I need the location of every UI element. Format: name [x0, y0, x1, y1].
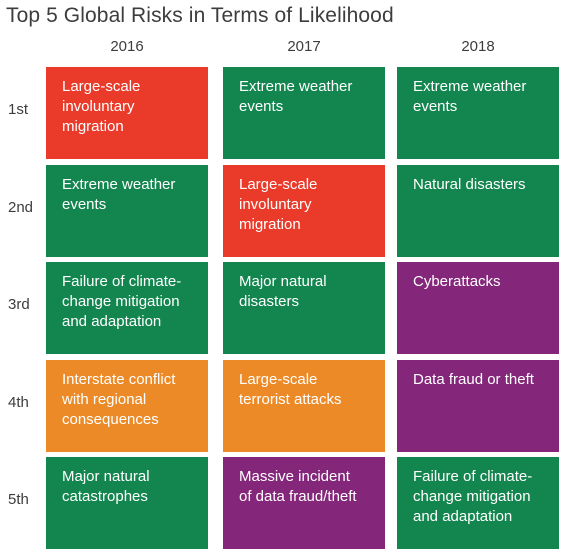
risk-cell-2nd-2017: Large-scale involuntary migration: [223, 165, 385, 257]
row-label-1st: 1st: [8, 101, 29, 118]
risk-cell-5th-2016: Major natural catastrophes: [46, 457, 208, 549]
risk-cell-1st-2018: Extreme weather events: [397, 67, 559, 159]
risk-cell-3rd-2016: Failure of climate- change mitigation an…: [46, 262, 208, 354]
risk-cell-3rd-2018: Cyberattacks: [397, 262, 559, 354]
column-header-2016: 2016: [110, 38, 144, 55]
row-label-2nd: 2nd: [8, 199, 34, 216]
risk-cell-5th-2018: Failure of climate- change mitigation an…: [397, 457, 559, 549]
risk-cell-1st-2017: Extreme weather events: [223, 67, 385, 159]
risk-cell-4th-2018: Data fraud or theft: [397, 360, 559, 452]
risk-cell-4th-2017: Large-scale terrorist attacks: [223, 360, 385, 452]
row-label-3rd: 3rd: [8, 296, 30, 313]
risk-cell-4th-2016: Interstate conflict with regional conseq…: [46, 360, 208, 452]
risk-cell-1st-2016: Large-scale involuntary migration: [46, 67, 208, 159]
risk-cell-2nd-2016: Extreme weather events: [46, 165, 208, 257]
row-label-4th: 4th: [8, 394, 29, 411]
row-label-5th: 5th: [8, 491, 29, 508]
risk-cell-5th-2017: Massive incident of data fraud/theft: [223, 457, 385, 549]
column-header-2018: 2018: [461, 38, 495, 55]
column-header-2017: 2017: [287, 38, 321, 55]
risk-cell-3rd-2017: Major natural disasters: [223, 262, 385, 354]
chart-title: Top 5 Global Risks in Terms of Likelihoo…: [6, 4, 394, 27]
risk-cell-2nd-2018: Natural disasters: [397, 165, 559, 257]
